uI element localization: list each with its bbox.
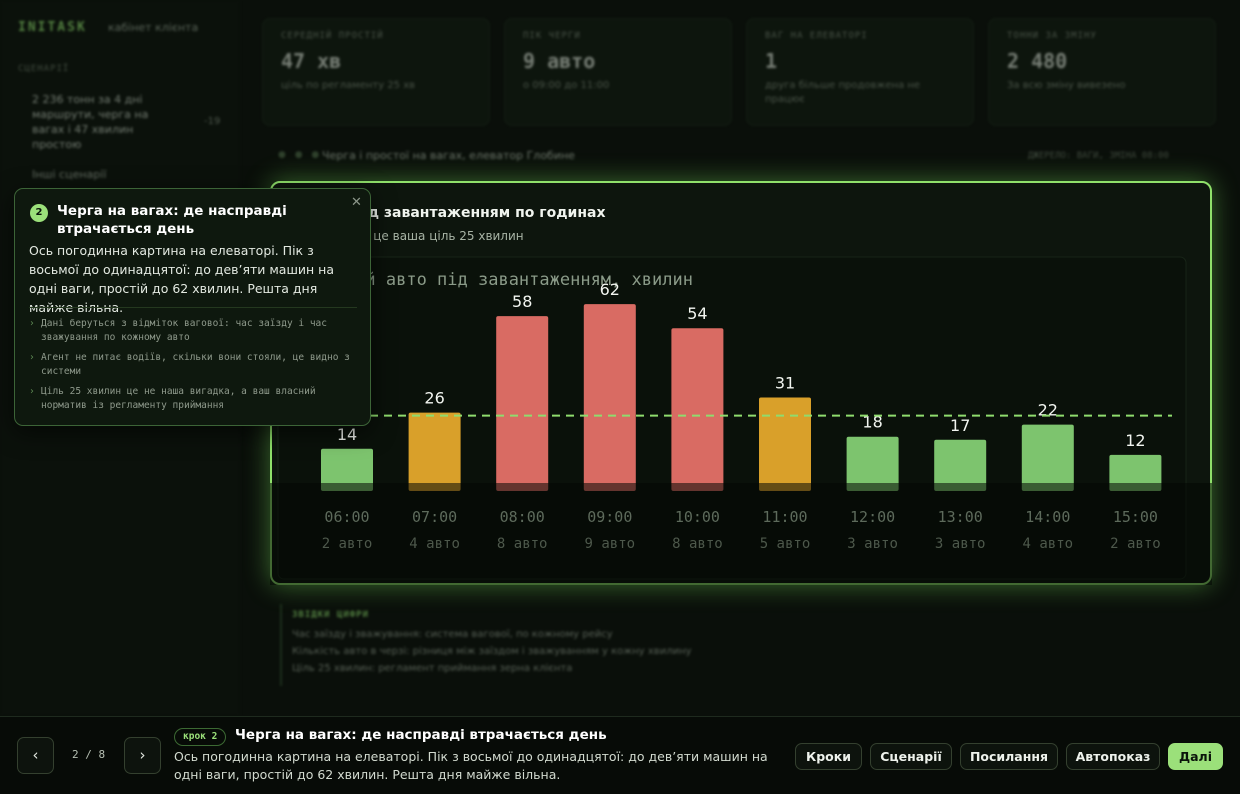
popover-body: Ось погодинна картина на елеваторі. Пік … [29,243,335,315]
x-tick-note: 4 авто [409,536,460,552]
scenario-item[interactable]: Інші сценарії [32,168,107,181]
x-tick-label: 06:00 [324,508,369,526]
kpi-note: друга більше продовжена не працює [765,80,921,105]
breadcrumb-meta: ДЖЕРЕЛО: ВАГИ, ЗМІНА 08:00 [1028,151,1169,161]
kpi-label: СЕРЕДНІЙ ПРОСТІЙ [281,31,384,41]
scenarios-button[interactable]: Сценарії [870,743,952,770]
kpi-card: СЕРЕДНІЙ ПРОСТІЙ 47 хв ціль по регламенту … [262,18,490,126]
steps-button[interactable]: Кроки [795,743,862,770]
x-tick-note: 9 авто [585,536,636,552]
chart: Простій авто під завантаженням, хвилин 1… [270,256,1212,585]
tour-popover: 2 Черга на вагах: де насправді втрачаєть… [14,188,371,426]
kpi-card: ВАГ НА ЕЛЕВАТОРІ 1 друга більше продовжена… [746,18,974,126]
x-tick-label: 09:00 [587,508,632,526]
kpi-note: ціль по регламенту 25 хв [281,80,416,91]
kpi-card: ПІК ЧЕРГИ 9 авто о 09:00 до 11:00 [504,18,732,126]
kpi-label: ВАГ НА ЕЛЕВАТОРІ [765,31,868,41]
value-label: 58 [512,292,532,311]
close-button[interactable]: ✕ [351,195,362,210]
value-label: 14 [337,425,357,444]
bar [583,304,636,491]
x-tick-note: 8 авто [497,536,548,552]
kpi-label: ТОННИ ЗА ЗМІНУ [1007,31,1097,41]
value-label: 17 [950,416,970,435]
step-number: 2 [30,204,48,222]
value-label: 31 [775,374,795,393]
x-tick-label: 12:00 [850,508,895,526]
section-label: СЦЕНАРІЇ [18,64,70,74]
x-tick-label: 07:00 [412,508,457,526]
kpi-value: 1 [765,49,778,73]
source-line: Час заїзду і зважування: система вагової… [292,629,613,640]
bar [408,412,461,491]
next-button[interactable]: Далі [1168,743,1223,770]
step-counter: 2 / 8 [72,748,106,761]
popover-title: Черга на вагах: де насправді втрачається… [57,203,287,237]
divider [29,307,357,308]
autoplay-button[interactable]: Автопоказ [1066,743,1160,770]
footer-title: Черга на вагах: де насправді втрачається… [235,727,607,743]
x-tick-label: 10:00 [675,508,720,526]
value-label: 54 [687,304,707,323]
kpi-value: 9 авто [523,49,596,73]
x-tick-note: 3 авто [935,536,986,552]
next-arrow[interactable]: › [124,737,161,774]
x-tick-label: 13:00 [938,508,983,526]
x-tick-note: 3 авто [847,536,898,552]
chart-card: Простій під завантаженням по годинах Пун… [270,181,1212,585]
links-button[interactable]: Посилання [960,743,1058,770]
scenario-badge: -19 [204,116,221,127]
kpi-label: ПІК ЧЕРГИ [523,31,581,41]
scenario-item[interactable]: 2 236 тонн за 4 дні маршрути, черга на в… [32,93,149,151]
x-tick-label: 14:00 [1025,508,1070,526]
brand-subtitle: кабінет клієнта [108,21,199,34]
x-tick-note: 5 авто [760,536,811,552]
kpi-note: За всю зміну вивезено [1007,80,1126,91]
bar [1021,424,1074,491]
bar [1109,454,1162,491]
kpi-card: ТОННИ ЗА ЗМІНУ 2 480 За всю зміну вивезено [988,18,1216,126]
bar [496,316,549,491]
sources-title: ЗВІДКИ ЦИФРИ [292,610,370,620]
kpi-value: 47 хв [281,49,342,73]
source-line: Кількість авто в черзі: різниця між заїз… [292,646,692,657]
x-tick-note: 2 авто [1110,536,1161,552]
kpi-value: 2 480 [1007,49,1068,73]
bar [321,448,373,491]
x-tick-label: 11:00 [762,508,807,526]
brand: INITASK [18,20,87,35]
bar [934,439,987,491]
x-tick-label: 15:00 [1113,508,1158,526]
crumb-dots: ● ● ● [278,150,323,160]
x-tick-note: 2 авто [322,536,373,552]
x-tick-note: 8 авто [672,536,723,552]
x-tick-label: 08:00 [500,508,545,526]
step-badge: крок 2 [174,728,227,746]
prev-button[interactable]: ‹ [17,737,54,774]
dim-overlay [270,483,1212,585]
value-label: 26 [424,389,444,408]
sources: ЗВІДКИ ЦИФРИ Час заїзду і зважування: си… [280,604,1200,686]
popover-note: Дані беруться з відміток вагової: час за… [29,317,359,345]
value-label: 18 [862,413,882,432]
value-label: 62 [600,280,620,299]
x-tick-note: 4 авто [1023,536,1074,552]
popover-note: Ціль 25 хвилин це не наша вигадка, а ваш… [29,385,359,413]
footer-body: Ось погодинна картина на елеваторі. Пік … [174,749,768,782]
popover-note: Агент не питає водіїв, скільки вони стоя… [29,351,359,379]
breadcrumb: Черга і простої на вагах, елеватор Глоби… [322,149,575,162]
bar [671,328,724,491]
plot-title: Простій авто під завантаженням, хвилин [304,270,693,290]
value-label: 12 [1125,431,1145,450]
bar [759,397,811,491]
value-label: 22 [1038,401,1058,420]
tour-footer: ‹ 2 / 8 › крок 2 Черга на вагах: де насп… [0,716,1240,794]
source-line: Ціль 25 хвилин: регламент приймання зерн… [292,663,573,674]
bar [846,436,899,491]
kpi-note: о 09:00 до 11:00 [523,80,610,91]
